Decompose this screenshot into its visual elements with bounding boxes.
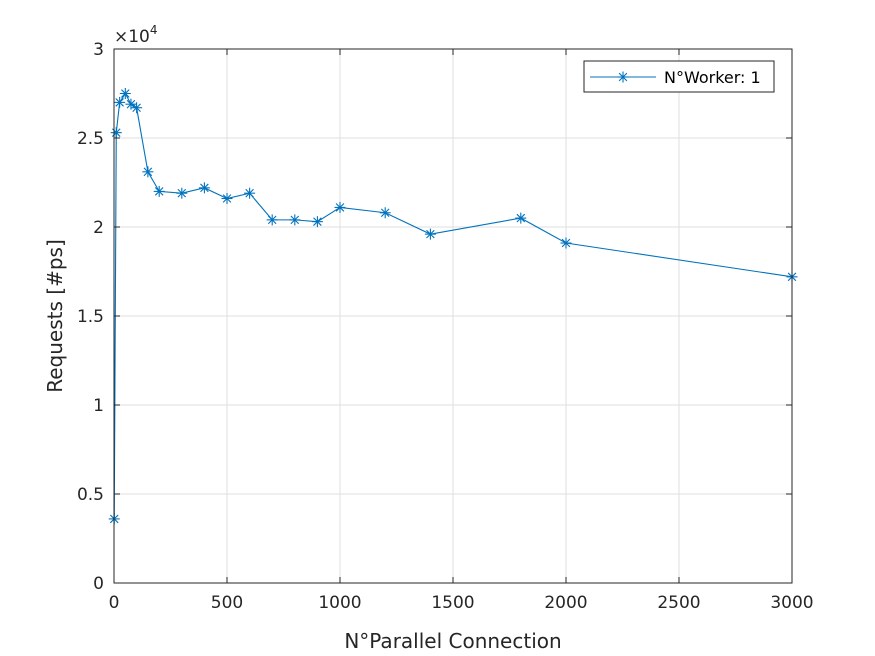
data-point bbox=[311, 216, 323, 228]
y-exponent: ×104 bbox=[114, 23, 158, 47]
marker-stroke bbox=[561, 238, 571, 248]
data-point bbox=[110, 127, 122, 139]
legend-marker bbox=[617, 71, 629, 83]
marker-stroke bbox=[132, 103, 141, 113]
data-point bbox=[334, 201, 346, 213]
data-point bbox=[153, 185, 165, 197]
x-tick-label: 2500 bbox=[657, 593, 700, 613]
marker-stroke bbox=[200, 183, 209, 193]
y-tick-label: 2 bbox=[93, 218, 104, 238]
marker-stroke bbox=[290, 215, 300, 225]
y-tick-label: 0 bbox=[93, 574, 104, 594]
data-point bbox=[244, 187, 256, 199]
marker-stroke bbox=[222, 194, 232, 203]
x-tick-label: 3000 bbox=[770, 593, 813, 613]
marker-stroke bbox=[115, 98, 124, 107]
y-tick-label: 1.5 bbox=[77, 307, 104, 327]
series-layer bbox=[108, 88, 798, 525]
y-tick-label: 0.5 bbox=[77, 485, 104, 505]
marker-stroke bbox=[267, 215, 277, 225]
marker-stroke bbox=[516, 213, 526, 223]
data-point bbox=[266, 214, 278, 226]
marker-stroke bbox=[154, 187, 164, 196]
data-point bbox=[114, 96, 126, 108]
legend-asterisk bbox=[617, 71, 629, 83]
marker-stroke bbox=[426, 229, 435, 239]
marker-stroke bbox=[313, 217, 322, 226]
x-tick-label: 2000 bbox=[544, 593, 587, 613]
data-point bbox=[379, 207, 391, 219]
y-tick-label: 1 bbox=[93, 396, 104, 416]
y-tick-label: 3 bbox=[93, 40, 104, 60]
y-exponent-base: ×10 bbox=[114, 27, 150, 47]
x-tick-label: 1000 bbox=[318, 593, 361, 613]
data-point bbox=[198, 182, 210, 194]
x-tick-label: 0 bbox=[109, 593, 120, 613]
y-axis-label: Requests [#ps] bbox=[43, 239, 67, 393]
marker-stroke bbox=[335, 203, 345, 212]
data-point bbox=[560, 237, 572, 249]
data-point bbox=[424, 228, 436, 240]
grid-lines bbox=[114, 49, 792, 583]
data-point bbox=[125, 98, 137, 110]
y-exponent-power: 4 bbox=[150, 23, 158, 37]
ticks bbox=[113, 48, 793, 584]
marker-stroke bbox=[618, 72, 628, 82]
marker-stroke bbox=[121, 89, 130, 98]
x-tick-label: 1500 bbox=[431, 593, 474, 613]
legend: N°Worker: 1 bbox=[583, 60, 775, 93]
data-point bbox=[119, 88, 131, 99]
data-point bbox=[142, 166, 154, 178]
tick-labels: 0 500 1000 1500 2000 2500 3000 0 0.5 1 1.5 2 2.5 3 bbox=[77, 40, 814, 613]
marker-stroke bbox=[177, 188, 187, 198]
marker-stroke bbox=[380, 208, 390, 218]
marker-stroke bbox=[126, 99, 136, 109]
marker-stroke bbox=[143, 167, 153, 177]
marker-stroke bbox=[245, 188, 254, 198]
data-point bbox=[515, 212, 527, 224]
data-point bbox=[289, 214, 301, 226]
legend-label: N°Worker: 1 bbox=[664, 68, 761, 87]
data-point bbox=[131, 102, 143, 114]
data-point bbox=[221, 193, 233, 205]
x-axis-label: N°Parallel Connection bbox=[344, 629, 561, 653]
data-point bbox=[176, 187, 188, 199]
y-tick-label: 2.5 bbox=[77, 129, 104, 149]
x-tick-label: 500 bbox=[211, 593, 243, 613]
